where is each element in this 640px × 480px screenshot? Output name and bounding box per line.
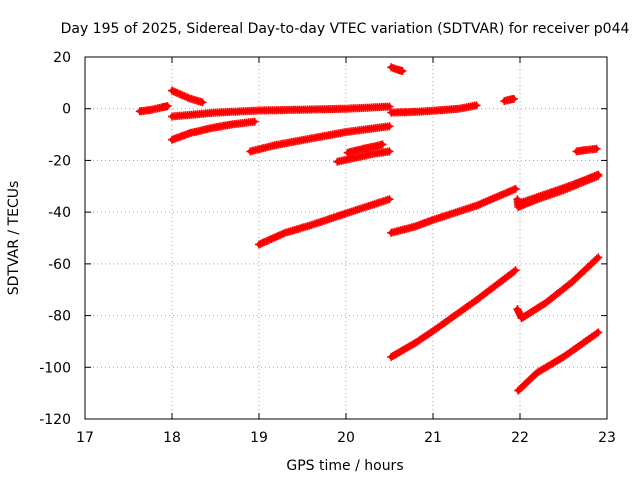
- series-markers: [513, 253, 603, 323]
- y-tick-labels: -120 -100 -80 -60 -40 -20 0 20: [39, 50, 71, 428]
- y-tick-label: -120: [39, 412, 71, 428]
- series-markers: [168, 102, 394, 121]
- y-axis-label: SDTVAR / TECUs: [6, 181, 22, 296]
- series-markers: [255, 195, 394, 249]
- series-arc-09: [387, 101, 481, 117]
- series-arc-07: [343, 140, 387, 157]
- chart-title: Day 195 of 2025, Sidereal Day-to-day VTE…: [61, 21, 630, 37]
- y-tick-label: -60: [48, 257, 71, 273]
- y-tick-label: 0: [62, 102, 71, 118]
- series-arc-12: [255, 195, 394, 249]
- y-tick-label: -80: [48, 309, 71, 325]
- x-tick-label: 17: [76, 430, 94, 446]
- axis-ticks: [84, 56, 608, 420]
- x-tick-label: 23: [598, 430, 616, 446]
- series-arc-13: [387, 184, 520, 237]
- x-tick-label: 19: [250, 430, 268, 446]
- x-tick-labels: 17 18 19 20 21 22 23: [76, 430, 616, 446]
- series-markers: [500, 94, 518, 105]
- series-markers: [387, 101, 481, 117]
- series-arc-10: [500, 94, 518, 105]
- series-arc-03: [168, 102, 394, 121]
- series-markers: [572, 144, 601, 156]
- x-axis-label: GPS time / hours: [286, 458, 403, 474]
- series-arc-05: [246, 122, 394, 156]
- series-markers: [387, 63, 407, 75]
- series-arc-02: [168, 86, 207, 107]
- y-tick-label: 20: [53, 50, 71, 66]
- series-markers: [333, 147, 394, 166]
- series-markers: [168, 86, 207, 107]
- series-arc-06: [333, 147, 394, 166]
- y-tick-label: -100: [39, 360, 71, 376]
- series-markers: [168, 117, 259, 144]
- series-arc-18: [514, 328, 603, 395]
- y-tick-label: -40: [48, 205, 71, 221]
- data-layer: [135, 63, 603, 395]
- series-markers: [387, 184, 520, 237]
- series-markers: [343, 140, 387, 157]
- x-tick-label: 20: [337, 430, 355, 446]
- series-markers: [387, 266, 520, 361]
- series-arc-01: [135, 102, 172, 116]
- series-arc-17: [513, 253, 603, 323]
- series-markers: [135, 102, 172, 116]
- series-markers: [514, 328, 603, 395]
- series-arc-15: [516, 170, 603, 208]
- x-tick-label: 21: [424, 430, 442, 446]
- series-markers: [516, 170, 603, 208]
- x-tick-label: 22: [511, 430, 529, 446]
- series-arc-08: [387, 63, 407, 75]
- series-markers: [246, 122, 394, 156]
- series-arc-04: [168, 117, 259, 144]
- x-tick-label: 18: [163, 430, 181, 446]
- y-tick-label: -20: [48, 153, 71, 169]
- series-arc-16: [387, 266, 520, 361]
- series-arc-11: [572, 144, 601, 156]
